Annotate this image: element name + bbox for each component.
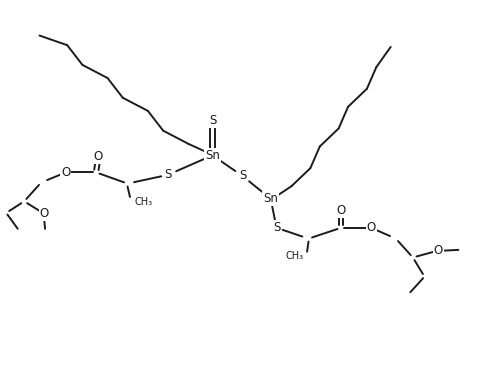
Text: S: S bbox=[209, 114, 216, 127]
Text: O: O bbox=[366, 221, 376, 234]
Text: CH₃: CH₃ bbox=[135, 197, 153, 207]
Text: S: S bbox=[164, 168, 171, 181]
Text: CH₃: CH₃ bbox=[285, 251, 303, 261]
Text: O: O bbox=[61, 166, 71, 179]
Text: O: O bbox=[336, 204, 346, 217]
Text: S: S bbox=[273, 221, 280, 234]
Text: Sn: Sn bbox=[205, 149, 220, 162]
Text: Sn: Sn bbox=[263, 192, 278, 205]
Text: O: O bbox=[40, 207, 49, 220]
Text: S: S bbox=[239, 169, 246, 182]
Text: O: O bbox=[433, 244, 443, 257]
Text: O: O bbox=[94, 150, 103, 163]
